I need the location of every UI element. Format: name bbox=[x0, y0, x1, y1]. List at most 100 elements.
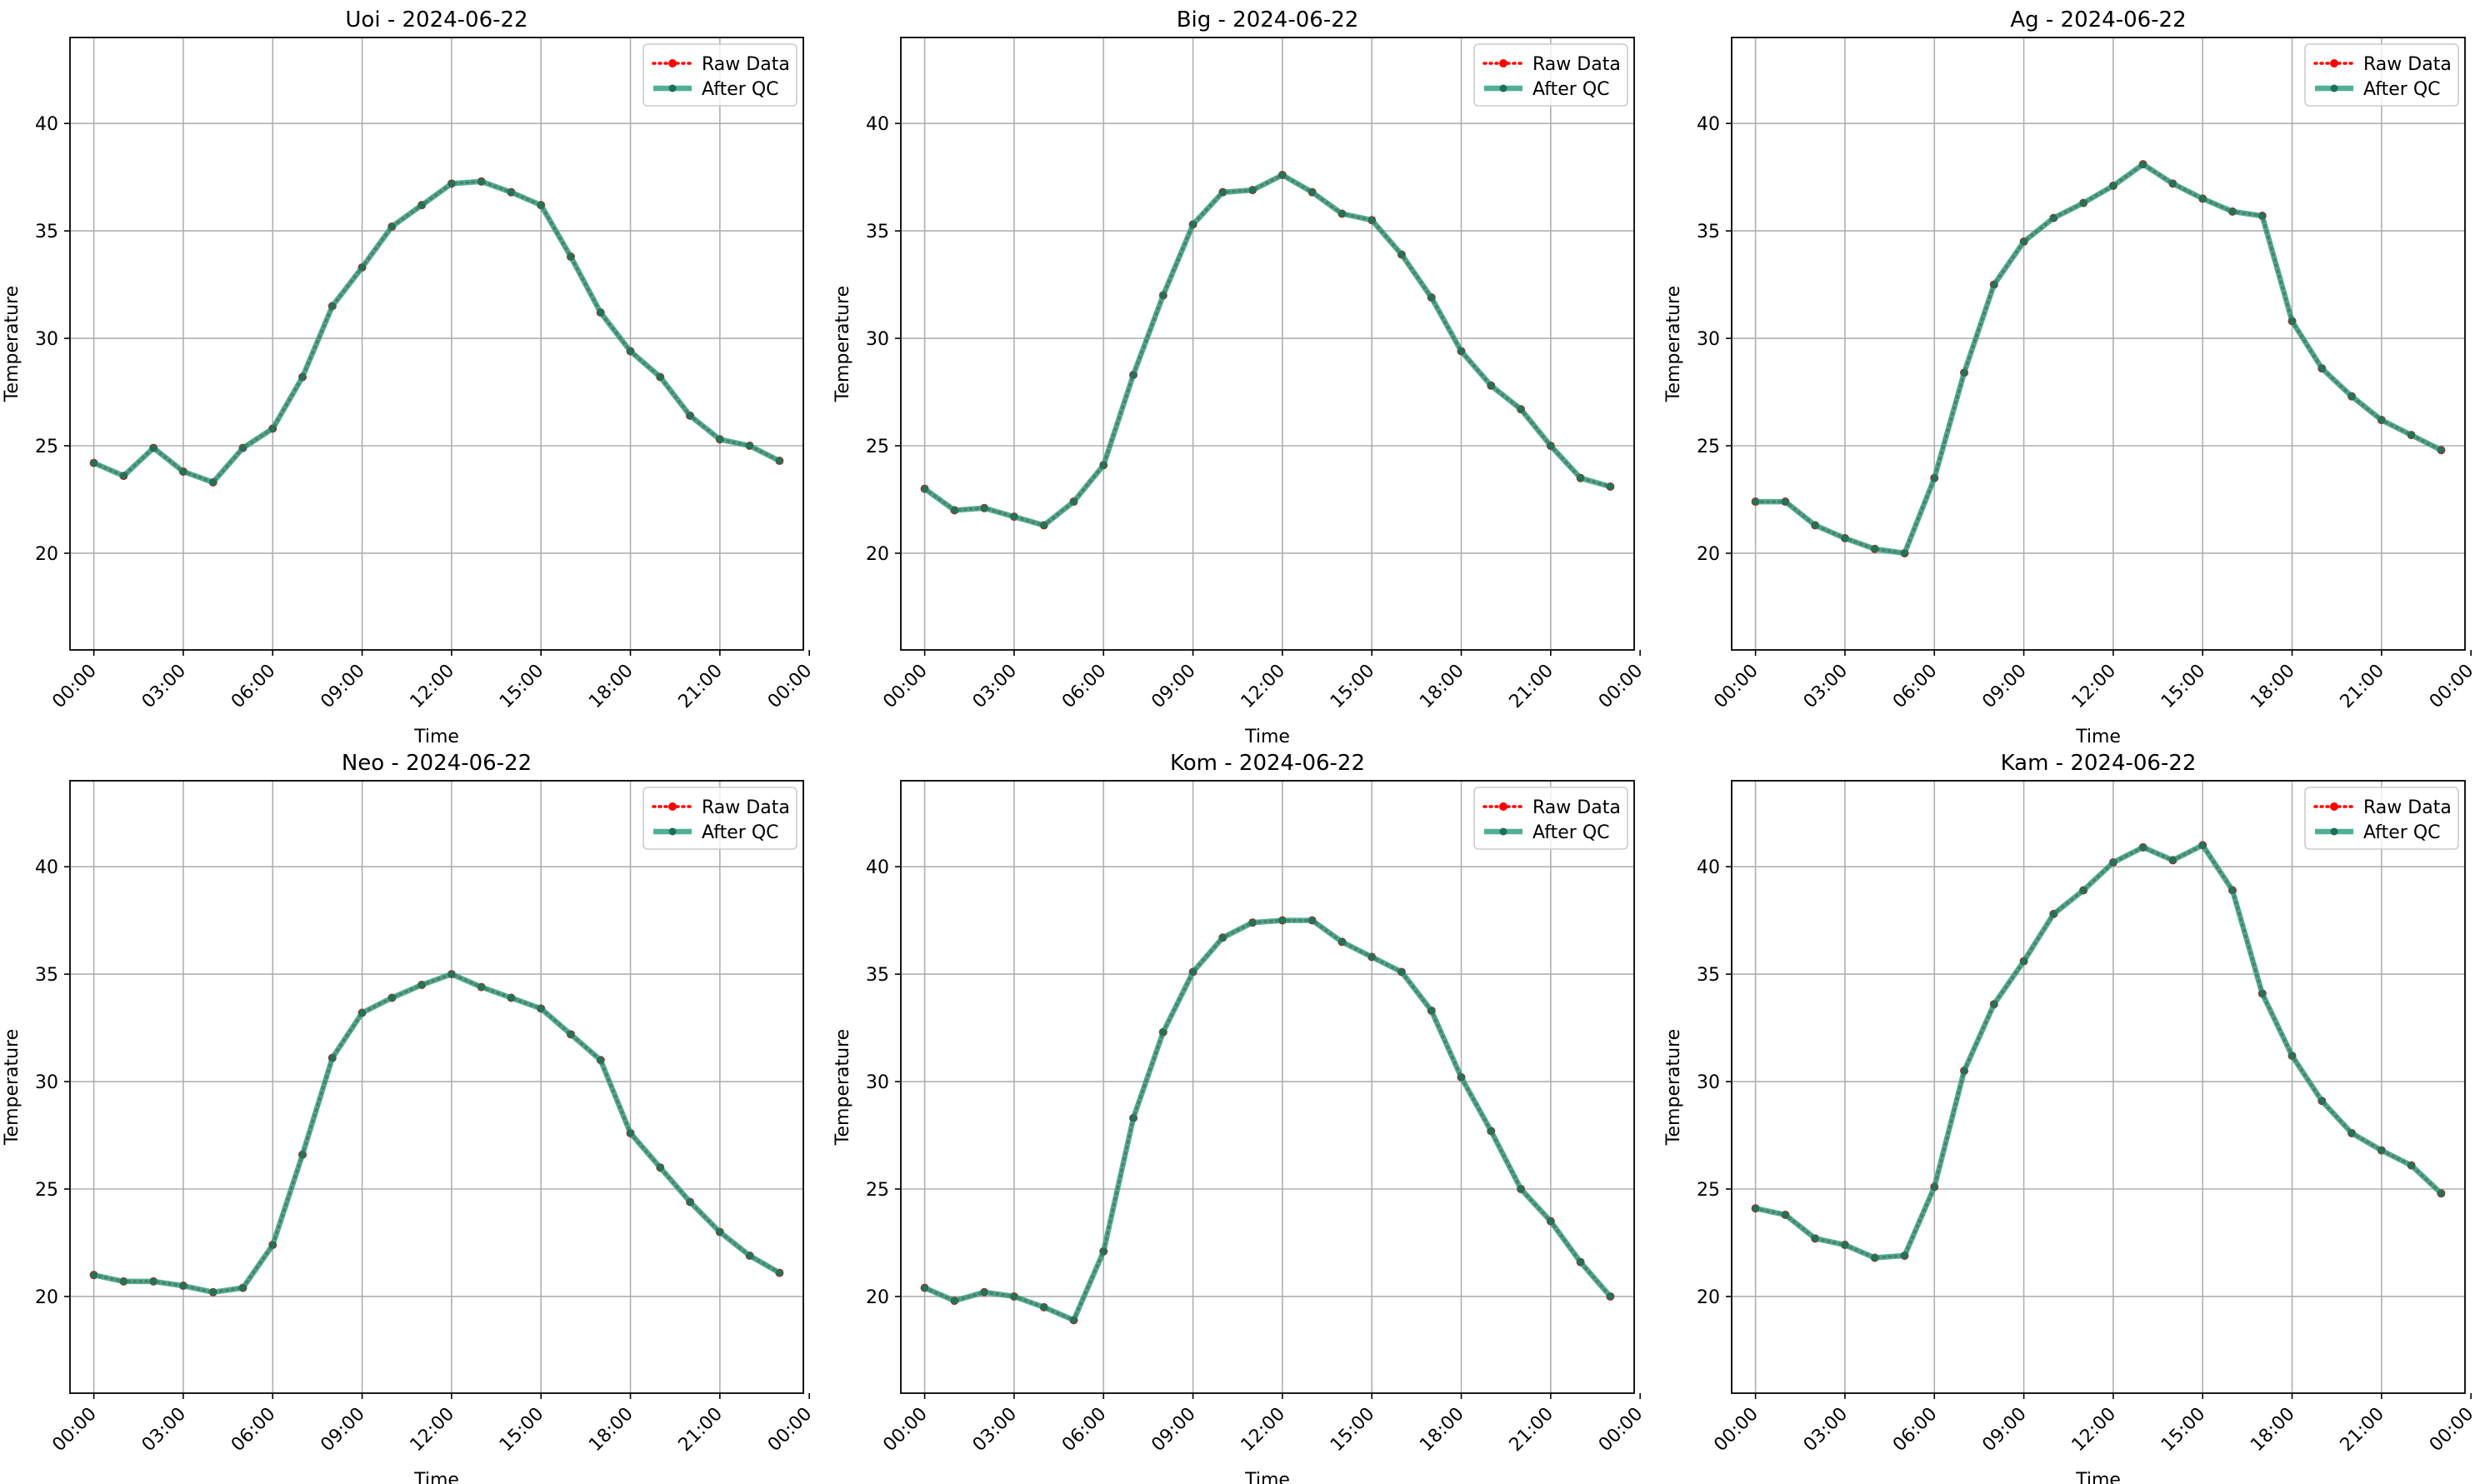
after-qc-point bbox=[2408, 431, 2416, 439]
legend-qc-label: After QC bbox=[2363, 822, 2441, 843]
after-qc-point bbox=[1308, 188, 1317, 197]
after-qc-point bbox=[2318, 364, 2326, 372]
y-tick-label: 30 bbox=[866, 1072, 889, 1093]
x-tick-label: 00:00 bbox=[48, 661, 101, 713]
after-qc-point bbox=[1841, 1241, 1849, 1249]
after-qc-point bbox=[1752, 1204, 1760, 1212]
after-qc-point bbox=[328, 302, 337, 310]
after-qc-point bbox=[298, 372, 307, 381]
after-qc-point bbox=[746, 1252, 754, 1260]
axes-frame bbox=[69, 37, 804, 651]
after-qc-point bbox=[179, 467, 188, 476]
after-qc-point bbox=[2198, 841, 2207, 849]
x-tick-label: 09:00 bbox=[317, 661, 369, 713]
after-qc-line bbox=[91, 178, 782, 486]
after-qc-point bbox=[775, 1269, 783, 1277]
y-axis-label: Temperature bbox=[1663, 286, 1684, 402]
legend-raw-marker bbox=[2330, 59, 2338, 67]
after-qc-point bbox=[2437, 446, 2445, 454]
legend-raw-label: Raw Data bbox=[1532, 54, 1621, 75]
after-qc-point bbox=[2109, 858, 2118, 867]
x-tick-label: 00:00 bbox=[1595, 1404, 1648, 1457]
legend-qc-label: After QC bbox=[1532, 822, 1610, 843]
after-qc-point bbox=[388, 222, 396, 231]
after-qc-point bbox=[328, 1054, 337, 1062]
legend-qc-marker bbox=[2330, 827, 2338, 836]
legend-raw-marker bbox=[668, 802, 677, 811]
after-qc-point bbox=[2378, 1147, 2386, 1155]
x-tick-label: 12:00 bbox=[2068, 1404, 2121, 1457]
plot-area bbox=[70, 781, 803, 1393]
x-tick-label: 18:00 bbox=[1416, 1404, 1468, 1457]
after-qc-point bbox=[1960, 1067, 1968, 1075]
y-tick-label: 40 bbox=[35, 114, 58, 135]
x-tick-label: 03:00 bbox=[1800, 661, 1852, 713]
after-qc-point bbox=[1606, 1292, 1614, 1301]
after-qc-point bbox=[1871, 545, 1879, 553]
after-qc-point bbox=[1871, 1254, 1879, 1262]
after-qc-point bbox=[1278, 917, 1287, 925]
legend-qc-marker bbox=[668, 827, 677, 836]
after-qc-point bbox=[1841, 534, 1849, 542]
y-axis-label: Temperature bbox=[2, 286, 22, 402]
after-qc-point bbox=[2378, 416, 2386, 424]
after-qc-point bbox=[507, 993, 515, 1002]
after-qc-point bbox=[1577, 1258, 1585, 1267]
legend-raw-label: Raw Data bbox=[1532, 797, 1621, 818]
y-axis-label: Temperature bbox=[832, 1029, 853, 1146]
x-tick-label: 03:00 bbox=[138, 661, 191, 713]
grid bbox=[1732, 781, 2465, 1393]
after-qc-point bbox=[1010, 512, 1018, 521]
legend: Raw Data After QC bbox=[1473, 43, 1628, 107]
after-qc-point bbox=[119, 1277, 128, 1286]
after-qc-point bbox=[2079, 199, 2088, 207]
x-tick-label: 00:00 bbox=[764, 661, 817, 713]
y-tick-label: 20 bbox=[866, 1287, 889, 1308]
after-qc-point bbox=[2198, 194, 2207, 202]
after-qc-point bbox=[716, 435, 724, 443]
after-qc-point bbox=[627, 347, 635, 356]
after-qc-point bbox=[1930, 1182, 1938, 1191]
after-qc-point bbox=[537, 1004, 545, 1012]
x-axis-label: Time bbox=[413, 727, 459, 747]
y-tick-label: 35 bbox=[1697, 222, 1720, 242]
x-tick-label: 18:00 bbox=[2247, 1404, 2299, 1457]
series-after-qc bbox=[921, 917, 1614, 1324]
y-tick-label: 25 bbox=[35, 437, 58, 457]
series-group bbox=[89, 177, 784, 487]
after-qc-point bbox=[418, 981, 426, 989]
x-tick-label: 06:00 bbox=[1889, 1404, 1942, 1457]
x-tick-label: 09:00 bbox=[1148, 1404, 1200, 1457]
x-tick-label: 15:00 bbox=[2158, 661, 2210, 713]
legend-raw-label: Raw Data bbox=[2363, 797, 2452, 818]
grid bbox=[1732, 37, 2465, 650]
after-qc-point bbox=[1781, 1211, 1789, 1219]
after-qc-point bbox=[775, 457, 783, 465]
after-qc-point bbox=[1487, 1127, 1495, 1135]
after-qc-point bbox=[209, 1288, 218, 1297]
after-qc-line bbox=[922, 917, 1613, 1323]
x-tick-label: 21:00 bbox=[2337, 661, 2389, 713]
y-tick-label: 35 bbox=[35, 965, 58, 986]
after-qc-point bbox=[567, 1030, 575, 1038]
subplot-title: Uoi - 2024-06-22 bbox=[345, 7, 528, 32]
x-tick-label: 21:00 bbox=[675, 661, 728, 713]
after-qc-point bbox=[238, 1284, 247, 1292]
after-qc-point bbox=[1129, 1114, 1138, 1122]
y-tick-label: 30 bbox=[866, 329, 889, 350]
after-qc-point bbox=[1069, 497, 1078, 506]
after-qc-point bbox=[1517, 1185, 1525, 1193]
after-qc-point bbox=[149, 1277, 158, 1286]
y-tick-label: 20 bbox=[35, 544, 58, 565]
after-qc-point bbox=[2049, 910, 2058, 918]
grid bbox=[70, 37, 803, 650]
after-qc-point bbox=[448, 970, 456, 978]
y-tick-label: 30 bbox=[35, 329, 58, 350]
after-qc-point bbox=[1428, 293, 1436, 302]
y-tick-label: 20 bbox=[35, 1287, 58, 1308]
y-tick-label: 35 bbox=[866, 222, 889, 242]
x-tick-label: 03:00 bbox=[1800, 1404, 1852, 1457]
y-tick-label: 20 bbox=[866, 544, 889, 565]
x-tick-label: 06:00 bbox=[1889, 661, 1942, 713]
